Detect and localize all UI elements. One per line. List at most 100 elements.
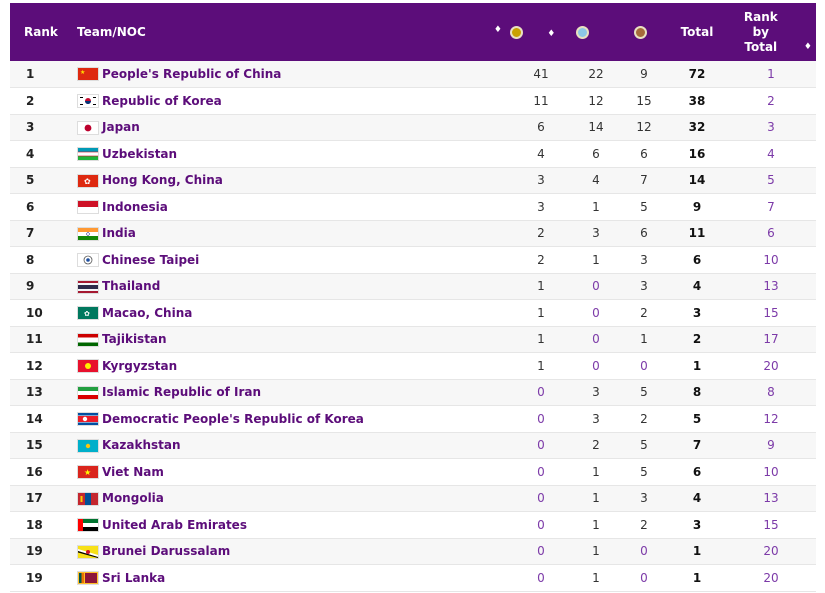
rank-by-total-cell: 15 [763,517,779,532]
bronze-count: 2 [640,411,648,426]
total-count: 8 [692,385,702,400]
bronze-count: 0 [640,544,648,559]
silver-count: 0 [592,305,600,320]
rank-by-total-cell: 7 [767,199,775,214]
total-count: 4 [692,279,702,294]
team-cell: Republic of Korea [73,88,510,115]
team-link[interactable]: Islamic Republic of Iran [102,385,262,399]
total-count: 5 [692,411,702,426]
team-link[interactable]: Sri Lanka [102,570,166,585]
gold-count: 2 [537,252,545,267]
brunei-flag-icon [77,544,99,559]
team-link[interactable]: People's Republic of China [102,66,282,81]
total-count: 38 [688,93,706,108]
silver-header[interactable] [572,3,620,61]
iran-flag-icon [77,385,99,400]
total-count: 3 [692,305,702,320]
japan-flag-icon [77,120,99,135]
sort-icon[interactable]: ♦ [547,29,556,39]
gold-count: 0 [537,544,545,559]
team-cell: ✿ Hong Kong, China [73,167,510,194]
bronze-medal-icon [634,26,647,39]
sort-icon[interactable]: ♦ [803,42,812,52]
table-row: 6 Indonesia 3 1 5 9 7 [10,193,816,220]
gold-count: 0 [537,517,545,532]
table-row: 11 Tajikistan 1 0 1 2 17 [10,326,816,353]
team-link[interactable]: Thailand [102,279,161,293]
bronze-count: 6 [640,146,648,161]
gold-count: 0 [537,438,545,453]
rank-cell: 19 [26,570,43,585]
bronze-count: 2 [640,305,648,320]
gold-header[interactable]: ♦ [510,3,572,61]
gold-count: 0 [537,411,545,426]
rank-cell: 18 [26,517,43,532]
team-link[interactable]: Indonesia [102,199,168,214]
team-link[interactable]: Mongolia [102,491,164,505]
team-link[interactable]: Kazakhstan [102,438,181,452]
gold-count: 0 [537,464,545,479]
silver-count: 2 [592,438,600,453]
silver-count: 1 [592,199,600,214]
rank-by-total-cell: 17 [763,332,779,347]
team-link[interactable]: Republic of Korea [102,93,222,108]
uae-flag-icon [77,518,99,532]
bronze-count: 3 [640,252,648,267]
table-row: 9 Thailand 1 0 3 4 13 [10,273,816,300]
team-link[interactable]: India [102,226,136,240]
team-link[interactable]: Viet Nam [102,464,164,479]
silver-count: 0 [592,358,600,373]
bronze-header[interactable] [620,3,668,61]
team-noc-header[interactable]: Team/NOC ♦ [73,3,510,61]
rank-cell: 19 [26,544,43,559]
total-count: 1 [692,570,702,585]
team-link[interactable]: Tajikistan [102,332,167,346]
total-count: 72 [688,67,706,81]
rank-cell: 15 [26,438,43,453]
gold-count: 1 [537,332,545,347]
team-link[interactable]: United Arab Emirates [102,517,247,532]
gold-count: 11 [533,93,549,108]
table-row: 14 Democratic People's Republic of Korea 0… [10,405,816,432]
team-cell: ✿ Macao, China [73,300,510,327]
silver-count: 3 [592,385,600,400]
team-link[interactable]: Kyrgyzstan [102,358,178,373]
rank-cell: 17 [26,491,43,506]
team-link[interactable]: Macao, China [102,305,193,320]
table-row: 10 ✿ Macao, China 1 0 2 3 15 [10,299,816,327]
rank-by-total-header[interactable]: Rank by Total ♦ [726,3,816,61]
gold-count: 6 [537,120,545,135]
rank-by-total-cell: 4 [767,146,775,161]
team-link[interactable]: Japan [102,120,140,134]
sort-icon[interactable]: ♦ [493,25,502,35]
medal-table: Rank Team/NOC ♦ ♦ Total Rank by Total [10,3,816,592]
total-count: 6 [692,464,702,479]
rank-by-total-cell: 1 [767,67,775,81]
bronze-count: 12 [636,120,652,135]
table-row: 19 Brunei Darussalam 0 1 0 1 20 [10,538,816,565]
kyrgyzstan-flag-icon [77,359,99,373]
silver-count: 22 [588,67,604,81]
tajikistan-flag-icon [77,332,99,347]
rank-cell: 8 [26,252,35,267]
team-link[interactable]: Democratic People's Republic of Korea [102,411,364,426]
rank-cell: 2 [26,93,35,108]
table-row: 19 Sri Lanka 0 1 0 1 20 [10,564,816,591]
total-count: 16 [688,146,706,161]
team-link[interactable]: Brunei Darussalam [102,544,231,558]
rank-by-total-cell: 2 [767,93,775,108]
taipei-flag-icon [77,253,99,267]
table-row: 1 ★ People's Republic of China 41 22 9 72 1 [10,61,816,88]
total-header[interactable]: Total [680,25,714,39]
team-cell: India [73,220,510,247]
bronze-count: 15 [636,93,652,108]
silver-count: 1 [592,491,600,506]
team-link[interactable]: Hong Kong, China [102,173,223,187]
team-link[interactable]: Chinese Taipei [102,252,200,267]
total-count: 9 [692,199,702,214]
total-count: 1 [692,358,702,373]
rank-by-total-cell: 13 [763,491,779,506]
rank-cell: 6 [26,199,35,214]
total-count: 4 [692,491,702,506]
team-link[interactable]: Uzbekistan [102,146,178,161]
